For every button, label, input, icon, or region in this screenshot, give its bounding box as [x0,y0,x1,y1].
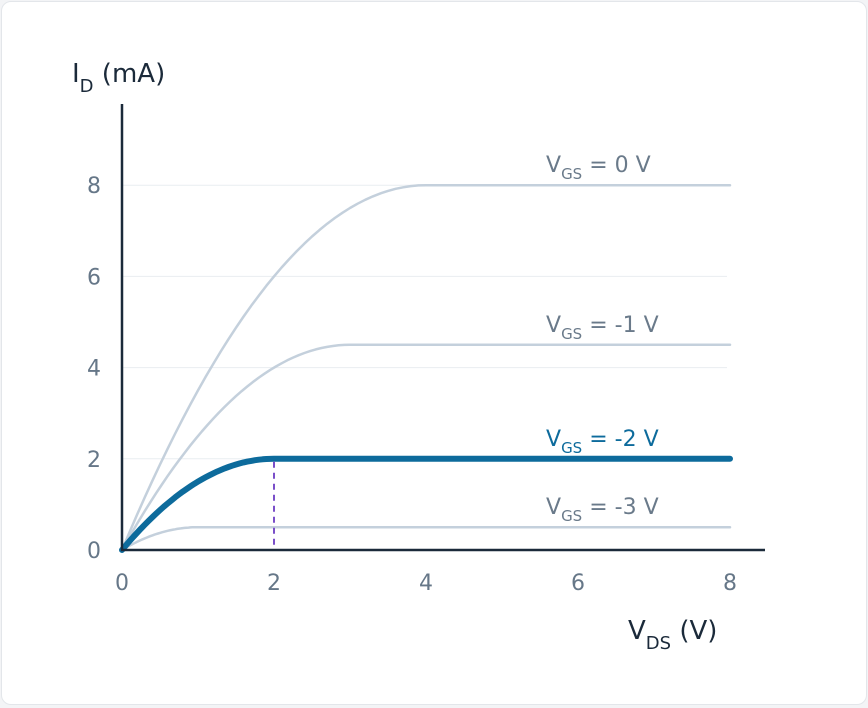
curve-vgs--3 [120,525,732,552]
x-tick-6: 6 [571,571,585,596]
curve-label-vgs-0: VGS = 0 V [546,153,651,183]
curve-vgs--1 [120,343,732,552]
y-tick-6: 6 [87,265,101,290]
curve-label-vgs--1: VGS = -1 V [546,313,659,343]
y-axis-title: ID (mA) [72,59,165,97]
curve-label-vgs--2: VGS = -2 V [546,427,659,457]
x-axis-title: VDS (V) [628,616,717,654]
axes [120,104,765,552]
tick-labels: 0 2 4 6 8 0 2 4 6 8 [87,174,737,596]
y-tick-4: 4 [87,357,101,382]
y-tick-2: 2 [87,448,101,473]
curve-label-vgs--3: VGS = -3 V [546,495,659,525]
x-tick-8: 8 [723,571,737,596]
y-tick-0: 0 [87,539,101,564]
curve-vgs--2 [119,455,733,553]
x-tick-2: 2 [267,571,281,596]
curve-labels: VGS = 0 V VGS = -1 V VGS = -2 V VGS = -3 V [546,153,659,525]
x-tick-4: 4 [419,571,433,596]
x-tick-0: 0 [115,571,129,596]
curves [119,183,733,553]
y-tick-8: 8 [87,174,101,199]
curve-vgs-0 [120,183,732,552]
